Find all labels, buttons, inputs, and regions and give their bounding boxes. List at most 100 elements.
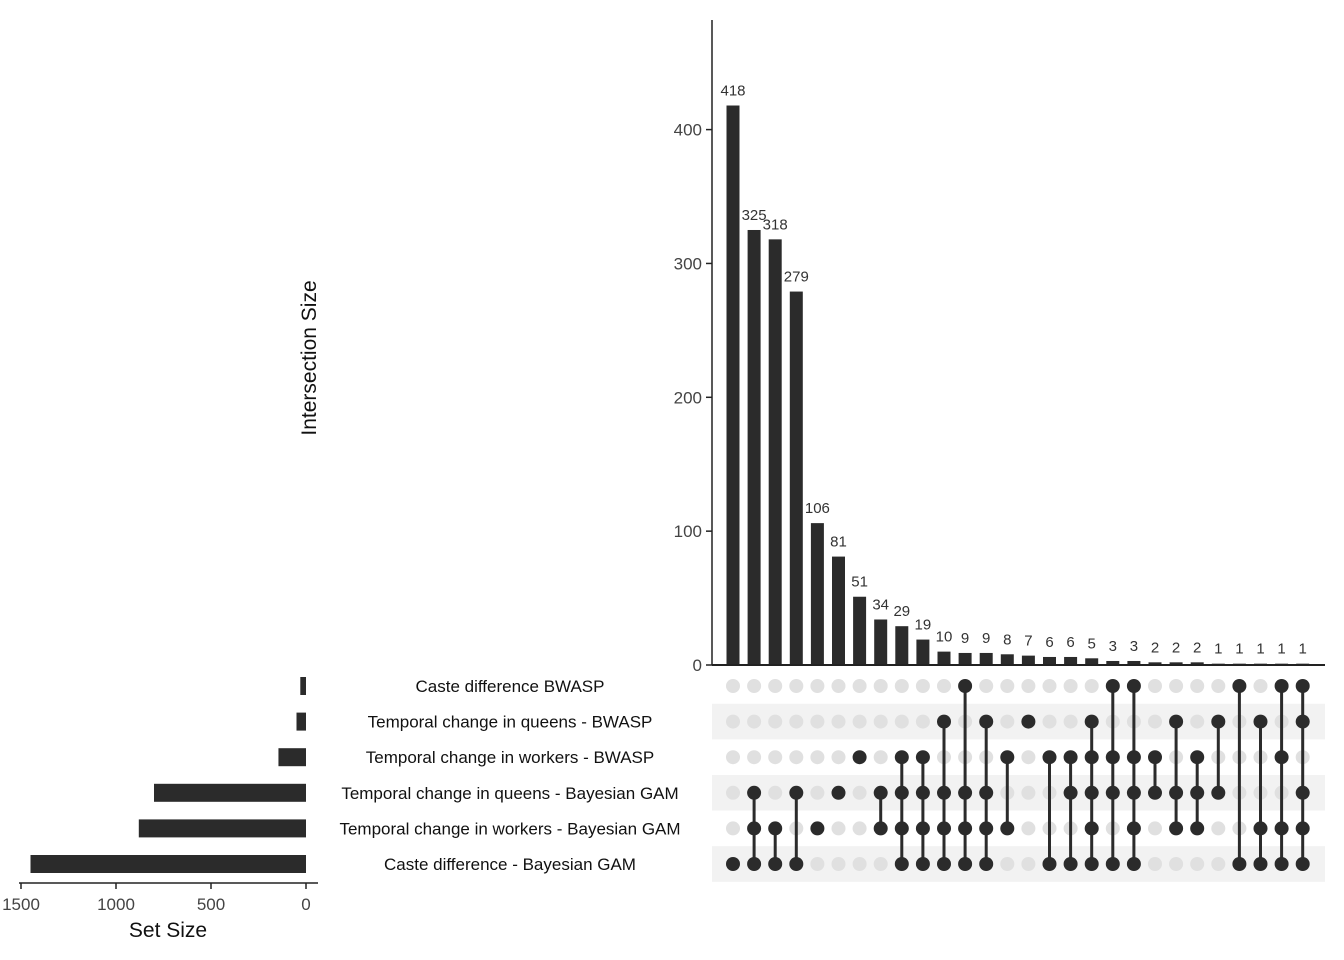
matrix-dot-filled — [831, 785, 846, 800]
matrix-dot-empty — [1190, 857, 1205, 871]
matrix-dot-filled — [1042, 750, 1057, 765]
intersection-size-axis-title: Intersection Size — [298, 280, 321, 435]
matrix-dot-filled — [1295, 821, 1310, 836]
intersection-bar-label: 279 — [784, 269, 809, 286]
matrix-dot-empty — [1063, 679, 1078, 693]
matrix-dot-filled — [1190, 750, 1205, 765]
matrix-dot-filled — [915, 750, 930, 765]
matrix-dot-filled — [768, 821, 783, 836]
intersection-bar-label: 29 — [893, 603, 910, 620]
intersection-bar-label: 8 — [1003, 631, 1011, 648]
intersection-bar — [937, 651, 951, 665]
intersection-bar-label: 3 — [1130, 638, 1138, 655]
matrix-dot-empty — [852, 714, 867, 729]
matrix-dot-filled — [810, 821, 825, 836]
matrix-dot-empty — [1084, 679, 1099, 693]
matrix-dot-filled — [894, 857, 909, 871]
matrix-dot-filled — [768, 857, 783, 871]
intersection-bar — [768, 239, 782, 665]
intersection-bar — [874, 619, 888, 665]
matrix-dot-filled — [1042, 857, 1057, 871]
matrix-dot-filled — [1232, 857, 1247, 871]
set-size-axis-title: Set Size — [129, 919, 207, 942]
matrix-dot-empty — [768, 750, 783, 765]
matrix-dot-empty — [831, 857, 846, 871]
matrix-dot-filled — [958, 785, 973, 800]
matrix-dot-empty — [831, 679, 846, 693]
matrix-dot-filled — [894, 750, 909, 765]
set-name-label: Caste difference - Bayesian GAM — [384, 855, 636, 874]
intersection-bar — [1064, 656, 1078, 665]
intersection-bar-label: 418 — [720, 83, 745, 100]
matrix-dot-empty — [831, 750, 846, 765]
intersection-bar — [958, 652, 972, 665]
intersection-bar — [1106, 660, 1120, 665]
set-size-bar — [154, 783, 306, 802]
intersection-bar — [789, 291, 803, 665]
matrix-dot-filled — [1063, 857, 1078, 871]
matrix-dot-filled — [747, 785, 762, 800]
set-size-tick-label: 500 — [197, 895, 225, 914]
matrix-dot-empty — [1021, 750, 1036, 765]
matrix-dot-empty — [1042, 714, 1057, 729]
intersection-bar-label: 318 — [763, 216, 788, 233]
intersection-bar-label: 81 — [830, 534, 847, 551]
intersection-bar — [1043, 656, 1056, 665]
matrix-dot-filled — [937, 714, 951, 729]
matrix-dot-filled — [1190, 785, 1205, 800]
matrix-dot-filled — [1232, 679, 1247, 693]
y-tick-label: 100 — [674, 522, 702, 541]
y-tick-label: 400 — [674, 121, 702, 140]
matrix-dot-filled — [1126, 821, 1141, 836]
matrix-dot-empty — [915, 679, 930, 693]
set-size-bars — [30, 677, 306, 873]
matrix-dot-filled — [1295, 679, 1310, 693]
matrix-dot-empty — [873, 857, 888, 871]
set-size-axis: 1500 1000 500 0 — [2, 882, 318, 914]
matrix-dot-empty — [810, 785, 825, 800]
matrix-dot-empty — [894, 679, 909, 693]
set-name-label: Temporal change in queens - Bayesian GAM — [341, 784, 678, 803]
matrix-dot-filled — [1063, 785, 1078, 800]
intersection-bar — [1169, 662, 1183, 665]
matrix-dots — [726, 679, 1310, 871]
intersection-bar — [1021, 655, 1035, 665]
matrix-dot-empty — [810, 679, 825, 693]
intersection-bar-label: 34 — [872, 596, 889, 613]
matrix-dot-filled — [1295, 714, 1310, 729]
matrix-dot-empty — [852, 857, 867, 871]
intersection-bar-label: 6 — [1045, 634, 1053, 651]
intersection-bar-label: 5 — [1088, 635, 1096, 652]
set-size-bar — [138, 819, 306, 838]
intersection-bar — [1148, 662, 1162, 665]
intersection-bar-label: 106 — [805, 500, 830, 517]
matrix-dot-empty — [726, 679, 740, 693]
matrix-dot-empty — [1148, 857, 1162, 871]
matrix-dot-empty — [1021, 785, 1036, 800]
matrix-dot-empty — [726, 714, 740, 729]
matrix-dot-empty — [1169, 679, 1184, 693]
intersection-bar-label: 2 — [1172, 639, 1180, 656]
matrix-dot-filled — [979, 785, 994, 800]
matrix-dot-empty — [1148, 714, 1162, 729]
matrix-dot-filled — [1253, 821, 1268, 836]
matrix-dot-filled — [1274, 750, 1289, 765]
matrix-dot-filled — [726, 857, 740, 871]
matrix-dot-filled — [1169, 714, 1184, 729]
matrix-dot-empty — [1021, 821, 1036, 836]
intersection-bar-label: 325 — [742, 207, 767, 224]
matrix-dot-empty — [1000, 714, 1015, 729]
matrix-dot-filled — [937, 821, 951, 836]
matrix-dot-empty — [1211, 679, 1226, 693]
matrix-dot-empty — [747, 679, 762, 693]
matrix-dot-filled — [894, 821, 909, 836]
matrix-dot-empty — [1190, 679, 1205, 693]
matrix-dot-empty — [726, 750, 740, 765]
intersection-bar — [726, 105, 740, 665]
matrix-dot-empty — [852, 679, 867, 693]
intersection-bar-label: 19 — [915, 617, 932, 634]
matrix-dot-filled — [873, 785, 888, 800]
matrix-dot-empty — [1169, 857, 1184, 871]
matrix-dot-empty — [1148, 821, 1162, 836]
